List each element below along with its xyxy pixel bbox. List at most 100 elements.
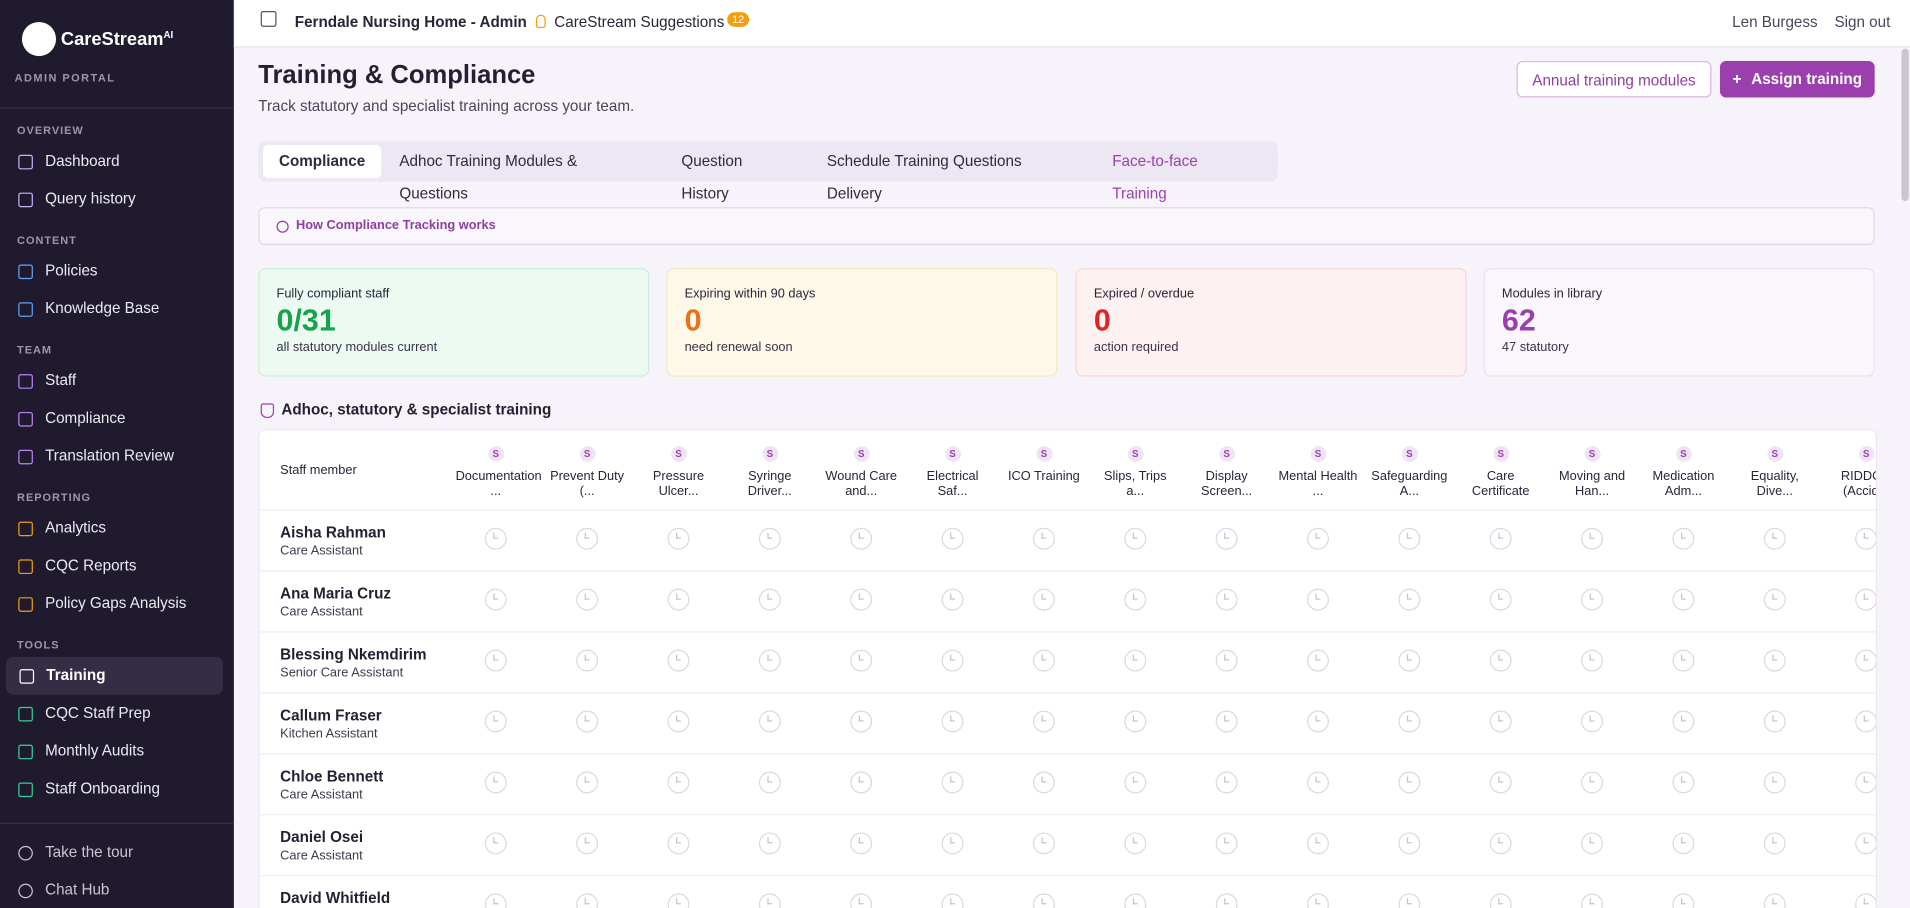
status-icon[interactable] bbox=[1032, 527, 1055, 550]
tab[interactable]: Question History bbox=[681, 152, 743, 203]
status-icon[interactable] bbox=[941, 771, 964, 794]
status-icon[interactable] bbox=[941, 832, 964, 855]
tab[interactable]: Schedule Training Questions Delivery bbox=[826, 152, 1022, 203]
nav-item[interactable]: Compliance bbox=[0, 400, 234, 438]
nav-item[interactable]: Staff Onboarding bbox=[0, 770, 234, 808]
status-icon[interactable] bbox=[1763, 588, 1786, 611]
status-icon[interactable] bbox=[1307, 649, 1329, 672]
status-icon[interactable] bbox=[1032, 649, 1055, 672]
status-icon[interactable] bbox=[484, 588, 507, 611]
status-icon[interactable] bbox=[1398, 893, 1421, 908]
nav-item[interactable]: Staff bbox=[0, 362, 234, 400]
status-icon[interactable] bbox=[1398, 588, 1421, 611]
status-icon[interactable] bbox=[1672, 832, 1695, 855]
status-icon[interactable] bbox=[1489, 832, 1512, 855]
status-icon[interactable] bbox=[1124, 588, 1147, 611]
status-icon[interactable] bbox=[1763, 771, 1786, 794]
status-icon[interactable] bbox=[1855, 588, 1876, 611]
nav-item[interactable]: Monthly Audits bbox=[0, 732, 234, 770]
status-icon[interactable] bbox=[941, 588, 964, 611]
staff-name[interactable]: Blessing Nkemdirim bbox=[280, 645, 427, 664]
status-icon[interactable] bbox=[1581, 832, 1604, 855]
status-icon[interactable] bbox=[576, 588, 599, 611]
nav-item[interactable]: Query history bbox=[0, 180, 234, 218]
status-icon[interactable] bbox=[484, 832, 507, 855]
nav-item[interactable]: Policy Gaps Analysis bbox=[0, 585, 234, 623]
status-icon[interactable] bbox=[1672, 710, 1695, 733]
status-icon[interactable] bbox=[1124, 771, 1147, 794]
status-icon[interactable] bbox=[484, 893, 507, 908]
staff-name[interactable]: Ana Maria Cruz bbox=[280, 585, 392, 603]
nav-item[interactable]: Analytics bbox=[0, 509, 234, 547]
status-icon[interactable] bbox=[1124, 893, 1147, 908]
status-icon[interactable] bbox=[850, 832, 873, 855]
user-name[interactable]: Len Burgess bbox=[1732, 13, 1818, 31]
status-icon[interactable] bbox=[1489, 588, 1512, 611]
status-icon[interactable] bbox=[1855, 527, 1876, 550]
staff-name[interactable]: Chloe Bennett bbox=[280, 767, 384, 785]
status-icon[interactable] bbox=[1032, 710, 1055, 733]
status-icon[interactable] bbox=[1124, 649, 1147, 672]
tab[interactable]: Face-to-face Training bbox=[1112, 152, 1198, 203]
nav-item[interactable]: Training bbox=[6, 656, 223, 695]
status-icon[interactable] bbox=[1855, 710, 1876, 733]
status-icon[interactable] bbox=[1581, 893, 1604, 908]
nav-item[interactable]: Translation Review bbox=[0, 438, 234, 476]
status-icon[interactable] bbox=[758, 527, 781, 550]
status-icon[interactable] bbox=[576, 649, 599, 672]
suggestions-link[interactable]: CareStream Suggestions bbox=[554, 13, 725, 31]
nav-item[interactable]: Take the tour bbox=[0, 834, 234, 872]
status-icon[interactable] bbox=[850, 649, 873, 672]
status-icon[interactable] bbox=[1489, 649, 1512, 672]
status-icon[interactable] bbox=[667, 649, 690, 672]
status-icon[interactable] bbox=[484, 649, 507, 672]
staff-name[interactable]: Daniel Osei bbox=[280, 828, 364, 846]
status-icon[interactable] bbox=[941, 710, 964, 733]
status-icon[interactable] bbox=[1581, 710, 1604, 733]
status-icon[interactable] bbox=[1763, 710, 1786, 733]
status-icon[interactable] bbox=[1581, 588, 1604, 611]
status-icon[interactable] bbox=[850, 527, 873, 550]
nav-item[interactable]: Chat Hub bbox=[0, 871, 234, 908]
status-icon[interactable] bbox=[850, 710, 873, 733]
status-icon[interactable] bbox=[576, 893, 599, 908]
status-icon[interactable] bbox=[1672, 649, 1695, 672]
status-icon[interactable] bbox=[1307, 710, 1329, 733]
status-icon[interactable] bbox=[1581, 527, 1604, 550]
status-icon[interactable] bbox=[1032, 832, 1055, 855]
status-icon[interactable] bbox=[758, 649, 781, 672]
status-icon[interactable] bbox=[1215, 588, 1238, 611]
status-icon[interactable] bbox=[1032, 893, 1055, 908]
info-accordion[interactable]: How Compliance Tracking works bbox=[258, 207, 1875, 245]
status-icon[interactable] bbox=[1124, 710, 1147, 733]
status-icon[interactable] bbox=[850, 771, 873, 794]
status-icon[interactable] bbox=[758, 832, 781, 855]
status-icon[interactable] bbox=[758, 588, 781, 611]
status-icon[interactable] bbox=[667, 710, 690, 733]
status-icon[interactable] bbox=[1489, 710, 1512, 733]
status-icon[interactable] bbox=[1215, 832, 1238, 855]
tab[interactable]: Compliance bbox=[263, 145, 382, 178]
status-icon[interactable] bbox=[667, 771, 690, 794]
status-icon[interactable] bbox=[1581, 771, 1604, 794]
status-icon[interactable] bbox=[1672, 527, 1695, 550]
status-icon[interactable] bbox=[667, 832, 690, 855]
staff-name[interactable]: David Whitfield bbox=[280, 889, 391, 907]
status-icon[interactable] bbox=[1215, 893, 1238, 908]
status-icon[interactable] bbox=[1398, 649, 1421, 672]
status-icon[interactable] bbox=[1763, 893, 1786, 908]
nav-item[interactable]: CQC Staff Prep bbox=[0, 695, 234, 733]
nav-item[interactable]: Dashboard bbox=[0, 143, 234, 181]
status-icon[interactable] bbox=[1124, 527, 1147, 550]
staff-name[interactable]: Callum Fraser bbox=[280, 706, 382, 724]
status-icon[interactable] bbox=[941, 893, 964, 908]
status-icon[interactable] bbox=[1398, 771, 1421, 794]
status-icon[interactable] bbox=[1489, 527, 1512, 550]
status-icon[interactable] bbox=[1124, 832, 1147, 855]
status-icon[interactable] bbox=[1215, 527, 1238, 550]
status-icon[interactable] bbox=[941, 649, 964, 672]
status-icon[interactable] bbox=[1307, 527, 1329, 550]
status-icon[interactable] bbox=[1215, 649, 1238, 672]
status-icon[interactable] bbox=[576, 527, 599, 550]
status-icon[interactable] bbox=[758, 710, 781, 733]
